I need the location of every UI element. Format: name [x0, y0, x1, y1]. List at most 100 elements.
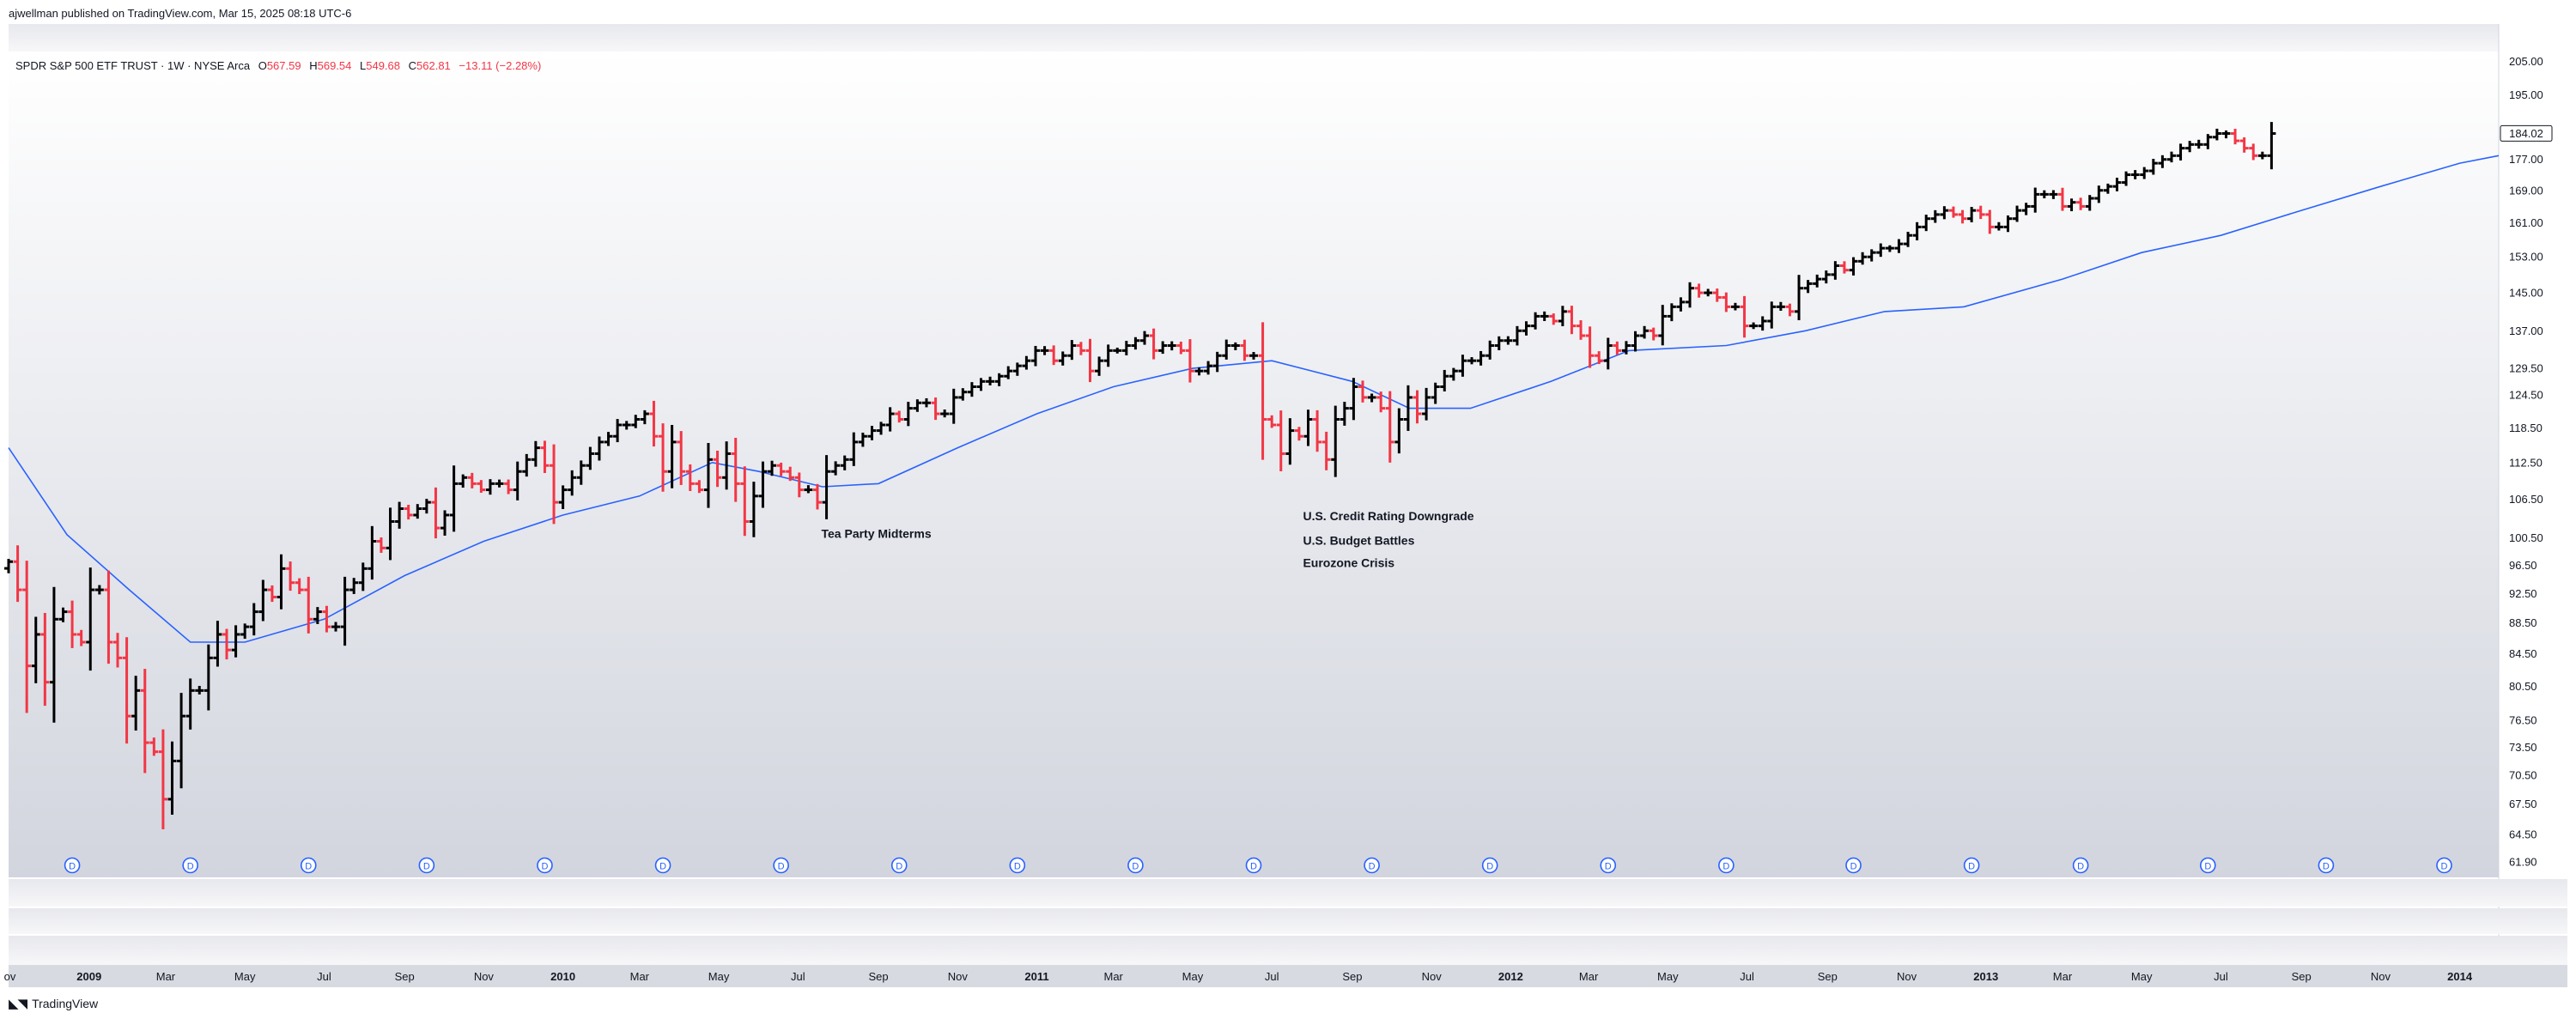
ohlc-bar [1667, 303, 1676, 322]
dividend-marker[interactable]: D [2200, 857, 2216, 874]
dividend-marker[interactable]: D [2436, 857, 2452, 874]
moving-average-line [8, 155, 2500, 643]
price-tick-label: 84.50 [2509, 647, 2537, 660]
price-tick-label: 112.50 [2509, 456, 2543, 469]
ohlc-bar [976, 378, 986, 391]
ohlc-bar [22, 561, 32, 713]
ohlc-bar [1558, 306, 1567, 326]
ohlc-bar [2021, 203, 2031, 215]
dividend-marker-label: D [1132, 862, 1139, 872]
ohlc-bar [2003, 215, 2013, 233]
ohlc-bar [1222, 339, 1231, 360]
ohlc-bar [1349, 378, 1358, 421]
dividend-marker-label: D [69, 862, 76, 872]
dividend-marker[interactable]: D [1963, 857, 1980, 874]
ohlc-bar [1212, 351, 1222, 373]
ohlc-bar [749, 482, 758, 537]
ohlc-bar [522, 453, 532, 477]
ohlc-bar [594, 436, 604, 461]
dividend-marker[interactable]: D [1009, 857, 1026, 874]
dividend-marker[interactable]: D [1245, 857, 1262, 874]
ohlc-bars-layer [4, 122, 2276, 830]
ohlc-bar [213, 621, 222, 667]
ohlc-bar [1139, 331, 1149, 345]
ohlc-bar [1249, 352, 1258, 360]
ohlc-bar [1631, 331, 1640, 352]
ohlc-bar [1967, 206, 1977, 222]
ohlc-bar [477, 480, 486, 493]
dividend-marker[interactable]: D [1364, 857, 1380, 874]
dividend-marker[interactable]: D [1718, 857, 1735, 874]
time-tick-label: Sep [2292, 970, 2312, 983]
time-tick-label: 2009 [76, 970, 101, 983]
dividend-marker-label: D [1369, 862, 1376, 872]
time-axis[interactable]: ov 2009 Mar May Jul Sep Nov 2010 Mar May Jul Sep Nov… [4, 970, 2473, 983]
ohlc-bar [413, 504, 422, 519]
ohlc-bar [1704, 288, 1713, 297]
ohlc-bar [1776, 301, 1785, 311]
dividend-marker[interactable]: D [418, 857, 435, 874]
dividend-marker[interactable]: D [1845, 857, 1862, 874]
ohlc-bar [1022, 355, 1031, 370]
dividend-marker[interactable]: D [654, 857, 671, 874]
ohlc-bar [994, 373, 1004, 386]
chart-annotation: Eurozone Crisis [1303, 556, 1394, 570]
ohlc-bar [349, 578, 359, 594]
dividend-marker-label: D [1722, 862, 1729, 872]
dividend-marker[interactable]: D [1127, 857, 1144, 874]
dividend-marker[interactable]: D [2072, 857, 2089, 874]
time-tick-label: Nov [948, 970, 969, 983]
dividend-marker[interactable]: D [64, 857, 81, 874]
ohlc-bar [1858, 252, 1868, 265]
ohlc-bar [395, 501, 404, 529]
legend-close-value: 562.81 [416, 59, 451, 72]
ohlc-bar [1976, 205, 1985, 220]
dividend-marker[interactable]: D [1600, 857, 1617, 874]
ohlc-bar [1494, 336, 1504, 350]
ohlc-bar [113, 633, 123, 668]
ohlc-bar [304, 576, 313, 634]
ohlc-bar [631, 415, 641, 428]
time-tick-label: Mar [2053, 970, 2073, 983]
ohlc-bar [877, 422, 886, 435]
dividend-marker[interactable]: D [2318, 857, 2335, 874]
ohlc-bar [1676, 297, 1686, 312]
price-tick-label: 129.50 [2509, 362, 2543, 375]
last-price-label: 184.02 [2500, 124, 2553, 142]
ohlc-bar [667, 425, 677, 488]
price-tick-label: 118.50 [2509, 422, 2543, 434]
ohlc-bar [1131, 337, 1140, 350]
dividend-marker[interactable]: D [182, 857, 198, 874]
ohlc-bar [622, 421, 631, 430]
ohlc-bar [2085, 195, 2094, 211]
legend-low-value: 549.68 [366, 59, 400, 72]
ohlc-bar [358, 562, 368, 591]
ohlc-bar [1577, 320, 1586, 340]
ohlc-bar [1940, 206, 1949, 220]
dividend-marker[interactable]: D [773, 857, 789, 874]
ohlc-bar [258, 579, 268, 622]
ohlc-bar [1367, 393, 1376, 403]
ohlc-bar [1149, 328, 1158, 360]
dividend-marker[interactable]: D [890, 857, 908, 874]
dividend-marker[interactable]: D [537, 857, 553, 874]
ohlc-bar [1640, 325, 1649, 339]
tradingview-brand[interactable]: ◣◥ TradingView [9, 996, 98, 1011]
ohlc-bar [1358, 380, 1368, 403]
dividend-marker[interactable]: D [300, 857, 317, 874]
ohlc-bar [921, 397, 931, 408]
ohlc-bar [1831, 261, 1840, 280]
ohlc-bar [867, 426, 877, 440]
ohlc-bar [586, 446, 595, 470]
last-price-value: 184.02 [2509, 127, 2543, 140]
ohlc-bar [404, 504, 413, 520]
dividend-marker-label: D [896, 862, 902, 872]
ohlc-bar [1885, 245, 1894, 252]
ohlc-bar [340, 576, 349, 646]
dividend-marker[interactable]: D [1481, 857, 1498, 874]
ohlc-bar [740, 466, 750, 537]
ohlc-bar [768, 460, 777, 476]
plot-background [9, 52, 2499, 877]
